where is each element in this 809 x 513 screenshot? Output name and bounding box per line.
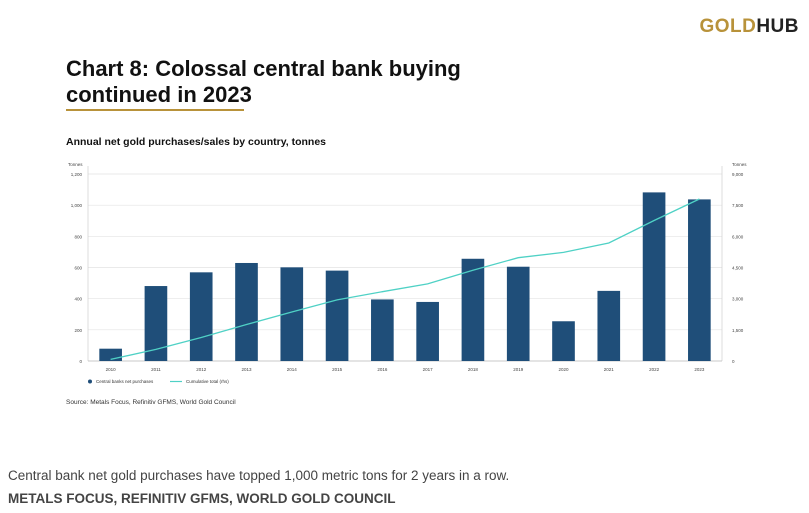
bar bbox=[688, 199, 711, 361]
bar bbox=[552, 321, 575, 361]
goldhub-logo[interactable]: GOLDHUB bbox=[699, 16, 799, 38]
y-tick-label: 200 bbox=[74, 328, 82, 333]
y2-tick-label: 9,000 bbox=[732, 172, 744, 177]
y-tick-label: 0 bbox=[79, 359, 82, 364]
y2-tick-label: 7,500 bbox=[732, 203, 744, 208]
x-tick-label: 2011 bbox=[151, 367, 161, 372]
bar bbox=[280, 267, 304, 361]
bar bbox=[642, 192, 666, 361]
chart-area: 0 200 400 600 800 1,000 1,200 0 1,500 3,000 4,500 6… bbox=[68, 162, 747, 384]
y-tick-label: 400 bbox=[74, 297, 82, 302]
chart-source: Source: Metals Focus, Refinitiv GFMS, Wo… bbox=[66, 399, 236, 406]
bar bbox=[461, 258, 485, 361]
x-tick-label: 2016 bbox=[377, 367, 388, 372]
title-underline bbox=[66, 109, 244, 111]
legend-bar-marker bbox=[88, 379, 92, 384]
x-tick-label: 2015 bbox=[332, 367, 343, 372]
logo-gold-text: GOLD bbox=[699, 16, 757, 37]
x-tick-label: 2019 bbox=[513, 367, 524, 372]
y2-axis-label: Tonnes bbox=[732, 162, 747, 167]
x-tick-label: 2017 bbox=[423, 367, 434, 372]
y-tick-label: 1,200 bbox=[71, 172, 83, 177]
bar bbox=[325, 270, 349, 361]
y-axis-label: Tonnes bbox=[68, 162, 83, 167]
bar bbox=[506, 266, 530, 361]
y-tick-label: 1,000 bbox=[71, 203, 83, 208]
y2-tick-label: 1,500 bbox=[732, 328, 744, 333]
x-tick-label: 2014 bbox=[287, 367, 298, 372]
chart-title: Chart 8: Colossal central bank buying co… bbox=[66, 56, 461, 107]
bar bbox=[235, 262, 258, 361]
y2-tick-label: 6,000 bbox=[732, 234, 744, 239]
x-tick-label: 2018 bbox=[468, 367, 479, 372]
bar bbox=[597, 290, 621, 361]
bar bbox=[371, 299, 394, 361]
y2-tick-label: 3,000 bbox=[732, 297, 744, 302]
y2-tick-label: 4,500 bbox=[732, 266, 744, 271]
logo-hub-text: HUB bbox=[756, 16, 799, 37]
legend-line-label: Cumulative total (rhs) bbox=[186, 379, 229, 384]
y2-tick-label: 0 bbox=[732, 359, 735, 364]
x-tick-label: 2022 bbox=[649, 367, 660, 372]
x-tick-label: 2023 bbox=[694, 367, 705, 372]
photo-credit: METALS FOCUS, REFINITIV GFMS, WORLD GOLD… bbox=[8, 491, 396, 506]
chart-subtitle: Annual net gold purchases/sales by count… bbox=[66, 136, 327, 148]
y-tick-label: 600 bbox=[74, 266, 82, 271]
x-tick-label: 2010 bbox=[106, 367, 117, 372]
bar bbox=[416, 301, 439, 361]
y-tick-label: 800 bbox=[74, 234, 82, 239]
legend-bar-label: Central banks net purchases bbox=[96, 379, 154, 384]
x-tick-label: 2013 bbox=[241, 367, 252, 372]
cumulative-line bbox=[110, 198, 700, 361]
x-tick-label: 2021 bbox=[604, 367, 615, 372]
x-tick-label: 2012 bbox=[196, 367, 207, 372]
bar bbox=[189, 272, 213, 361]
caption: Central bank net gold purchases have top… bbox=[8, 468, 510, 483]
x-tick-label: 2020 bbox=[558, 367, 569, 372]
bar bbox=[144, 286, 168, 361]
